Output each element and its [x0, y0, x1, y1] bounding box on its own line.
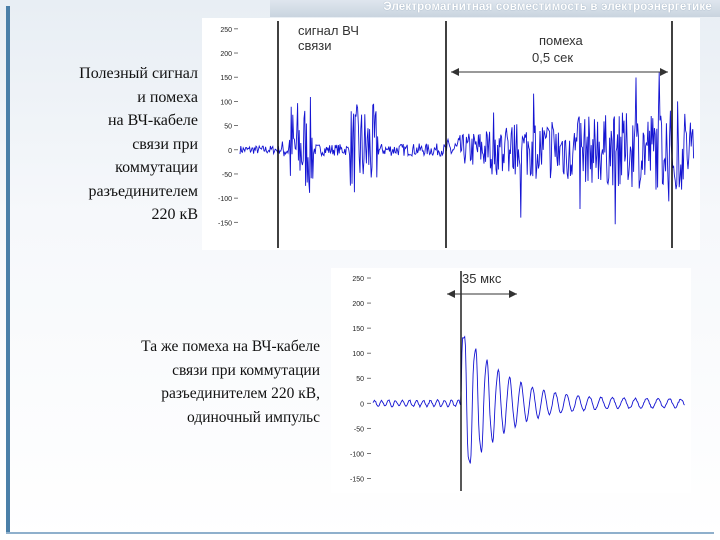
caption-bottom-line: одиночный импульс: [187, 408, 320, 426]
top-chart-tick-label: 200: [220, 51, 232, 58]
signal-label: сигнал ВЧ: [298, 23, 359, 38]
header-bar: Электромагнитная совместимость в электро…: [270, 0, 720, 17]
top-chart-tick-label: 250: [220, 27, 232, 34]
noise-duration-label: 0,5 сек: [532, 50, 573, 65]
duration-arrow-head-left: [451, 68, 459, 76]
bottom-chart-tick-label: 50: [356, 376, 364, 383]
signal-trace: [239, 72, 695, 225]
signal-label: связи: [298, 38, 332, 53]
caption-bottom-line: Та же помеха на ВЧ-кабеле: [141, 338, 320, 355]
pulse-trace: [372, 335, 685, 464]
top-chart-tick-label: 100: [220, 99, 232, 106]
noise-label: помеха: [539, 33, 584, 48]
caption-top-line: коммутации: [115, 159, 198, 176]
bottom-chart-tick-label: 100: [352, 351, 364, 358]
bottom-chart-tick-label: 200: [352, 301, 364, 308]
pulse-duration-label: 35 мкс: [462, 271, 502, 286]
top-chart-tick-label: 50: [224, 124, 232, 131]
top-chart-tick-label: -150: [218, 220, 232, 227]
bottom-chart-tick-label: 0: [360, 401, 364, 408]
caption-top-line: 220 кВ: [151, 206, 198, 223]
oscillogram-top: 250 200 150 100 50 0 -50 -100 -150 сигнал ВЧ свя…: [218, 21, 695, 248]
top-chart-tick-label: -100: [218, 196, 232, 203]
caption-bottom-line: связи при коммутации: [172, 361, 320, 379]
oscillogram-bottom-panel: 250 200 150 100 50 0 -50 -100 -150 35 мкс: [331, 268, 691, 493]
caption-top-line: связи при: [132, 135, 198, 153]
caption-bottom: Та же помеха на ВЧ-кабеле связи при комм…: [40, 335, 320, 429]
caption-top: Полезный сигнал и помеха на ВЧ-кабеле св…: [14, 62, 198, 227]
duration-arrow-head-right: [660, 68, 668, 76]
bottom-frame-border: [6, 532, 714, 534]
top-chart-tick-label: 0: [228, 148, 232, 155]
pulse-arrow-head-left: [447, 290, 455, 298]
bottom-chart-tick-label: -50: [354, 426, 364, 433]
caption-top-line: на ВЧ-кабеле: [107, 112, 198, 129]
bottom-chart-tick-label: 150: [352, 326, 364, 333]
caption-top-line: и помеха: [137, 88, 198, 106]
caption-top-line: разъединителем: [88, 182, 198, 200]
oscillogram-bottom: 250 200 150 100 50 0 -50 -100 -150 35 мкс: [350, 271, 685, 491]
top-chart-tick-label: 150: [220, 75, 232, 82]
bottom-chart-tick-label: -100: [350, 451, 364, 458]
left-frame-border: [6, 6, 10, 534]
bottom-chart-tick-label: 250: [352, 276, 364, 283]
caption-bottom-line: разъединителем 220 кВ,: [161, 385, 320, 402]
top-chart-tick-label: -50: [222, 172, 232, 179]
pulse-arrow-head-right: [509, 290, 517, 298]
slide-title: Электромагнитная совместимость в электро…: [383, 1, 712, 13]
bottom-chart-tick-label: -150: [350, 476, 364, 483]
oscillogram-top-panel: 250 200 150 100 50 0 -50 -100 -150 сигнал ВЧ свя…: [202, 18, 700, 250]
caption-top-line: Полезный сигнал: [79, 65, 198, 82]
